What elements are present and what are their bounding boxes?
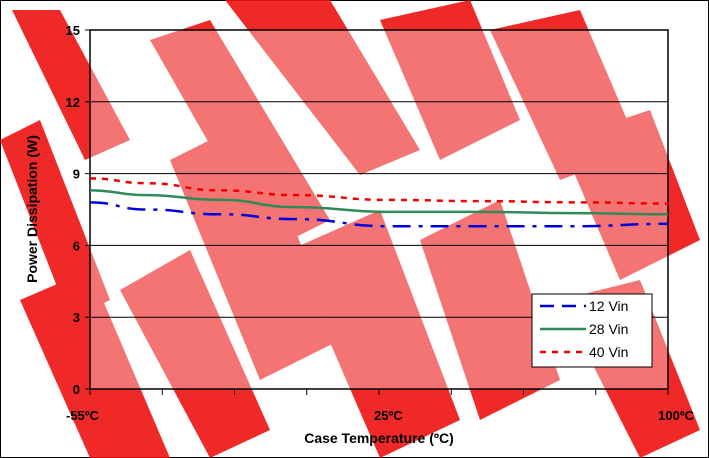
plot-border [89, 29, 669, 390]
x-tick-label: 100ºC [658, 408, 694, 423]
series-line-28-vin [89, 189, 669, 216]
y-tick-label: 9 [73, 167, 80, 182]
y-tick-label: 3 [73, 310, 80, 325]
x-axis-title: Case Temperature (ºC) [304, 430, 454, 446]
legend-label: 40 Vin [589, 344, 628, 360]
x-axis-ticks: -55ºC 25ºC 100ºC [66, 389, 695, 423]
series-lines [89, 177, 669, 228]
legend: 12 Vin 28 Vin 40 Vin [531, 293, 653, 368]
y-tick-label: 15 [66, 23, 80, 38]
series-line-12-vin [89, 201, 669, 228]
y-tick-label: 0 [73, 382, 80, 397]
x-tick-label: -55ºC [66, 408, 100, 423]
legend-label: 12 Vin [589, 298, 628, 314]
y-tick-label: 6 [73, 238, 80, 253]
x-tick-label: 25ºC [374, 408, 403, 423]
y-tick-label: 12 [66, 95, 80, 110]
legend-label: 28 Vin [589, 321, 628, 337]
y-axis-title: Power Dissipation (W) [24, 135, 40, 283]
y-axis-ticks: 0 3 6 9 12 15 [66, 23, 90, 397]
